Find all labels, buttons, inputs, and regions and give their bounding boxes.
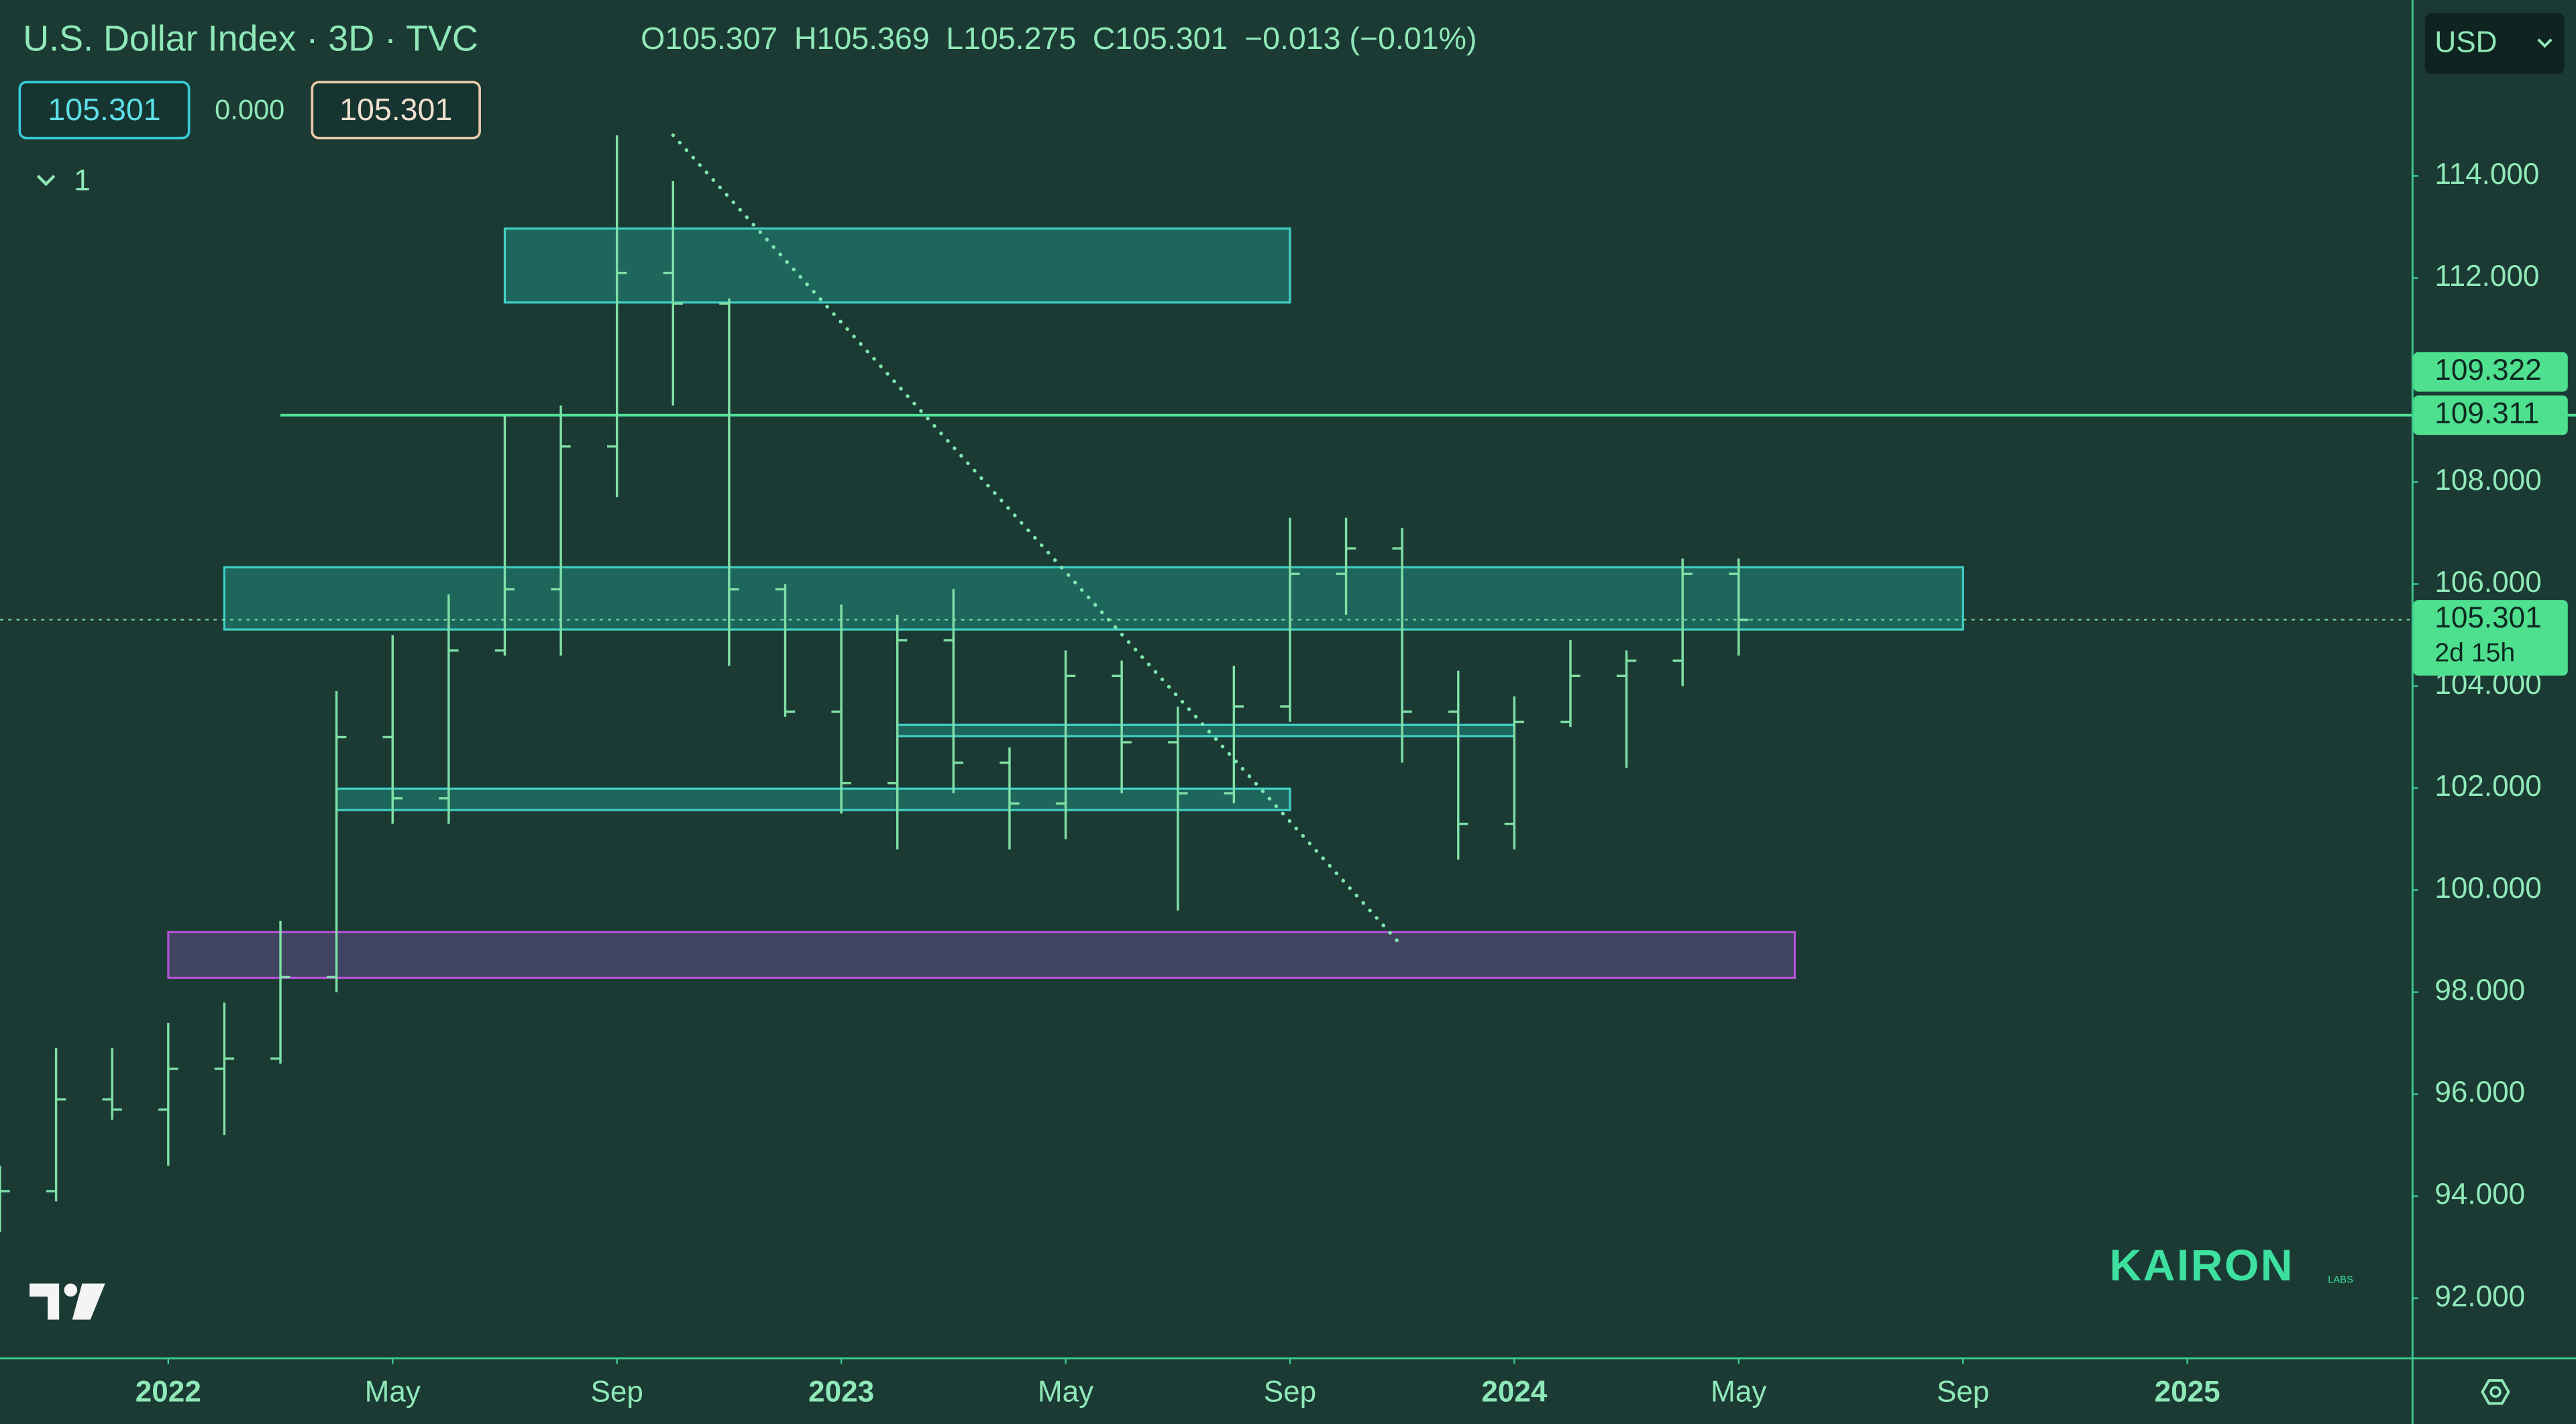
ohlc-header: O105.307 H105.369 L105.275 C105.301 −0.013 (… (641, 21, 1477, 56)
x-tick-label: 2025 (2155, 1375, 2220, 1408)
watermark-sub: LABS (2328, 1275, 2353, 1286)
ohlc-value: 105.307 (665, 21, 777, 56)
y-tick-label: 96.000 (2434, 1076, 2525, 1109)
currency-chevron[interactable] (2537, 38, 2553, 48)
zone (335, 787, 1291, 811)
settings-button[interactable] (2481, 1379, 2510, 1405)
zone (503, 227, 1291, 304)
ohlc-label: C (1093, 21, 1116, 56)
last-price-badge (2413, 600, 2568, 676)
level-badge (2413, 395, 2568, 436)
ohlc-value: 105.369 (817, 21, 930, 56)
x-tick-label: Sep (1937, 1375, 1989, 1408)
x-tick-label: 2024 (1481, 1375, 1548, 1408)
level-above-label: 109.322 (2434, 354, 2541, 387)
settings-icon[interactable] (2481, 1379, 2510, 1405)
y-tick-label: 94.000 (2434, 1178, 2525, 1211)
ohlc-value: 105.301 (1115, 21, 1228, 56)
zone (167, 931, 1796, 979)
countdown: 2d 15h (2434, 638, 2515, 667)
x-tick-label: Sep (590, 1375, 643, 1408)
plot-area (0, 133, 2576, 1232)
buy-box[interactable] (311, 81, 481, 140)
y-tick-label: 92.000 (2434, 1280, 2525, 1313)
logo-part (64, 1283, 78, 1297)
currency-button[interactable] (2424, 13, 2565, 74)
trendline (671, 133, 1404, 948)
tradingview-logo (30, 1283, 105, 1320)
level-label: 109.311 (2434, 397, 2539, 429)
buy-price[interactable]: 105.301 (339, 92, 452, 127)
zone (896, 723, 1515, 738)
sell-box[interactable] (18, 81, 191, 140)
sell-price[interactable]: 105.301 (48, 92, 160, 127)
ohlc-label: L (946, 21, 963, 56)
x-tick-label: May (1711, 1375, 1766, 1408)
ohlc-label: O (641, 21, 665, 56)
logo-part (72, 1283, 105, 1320)
y-tick-label: 102.000 (2434, 770, 2541, 803)
y-tick-label: 108.000 (2434, 464, 2541, 497)
ohlc-value: 105.275 (963, 21, 1076, 56)
ohlc-change: −0.013 (−0.01%) (1244, 21, 1477, 56)
y-tick-label: 100.000 (2434, 872, 2541, 905)
level-above-badge (2413, 352, 2568, 392)
x-tick-label: May (1038, 1375, 1093, 1408)
x-tick-label: Sep (1264, 1375, 1316, 1408)
y-tick-label: 106.000 (2434, 566, 2541, 599)
y-tick-label: 98.000 (2434, 974, 2525, 1007)
settings-icon-center[interactable] (2489, 1386, 2502, 1398)
logo-part (30, 1283, 60, 1320)
x-tick-label: May (365, 1375, 421, 1408)
watermark: KAIRON (2109, 1241, 2294, 1290)
last-price-label: 105.301 (2434, 601, 2541, 634)
collapse-chevron[interactable] (36, 174, 56, 187)
indicator-count[interactable]: 1 (74, 164, 91, 197)
spread: 0.000 (215, 94, 284, 125)
chart-title: U.S. Dollar Index · 3D · TVC (23, 18, 478, 58)
x-tick-label: 2023 (808, 1375, 874, 1408)
y-tick-label: 114.000 (2434, 158, 2539, 191)
x-tick-label: 2022 (136, 1375, 201, 1408)
y-tick-label: 112.000 (2434, 260, 2539, 293)
ohlc-label: H (794, 21, 817, 56)
currency-label[interactable]: USD (2434, 26, 2497, 59)
